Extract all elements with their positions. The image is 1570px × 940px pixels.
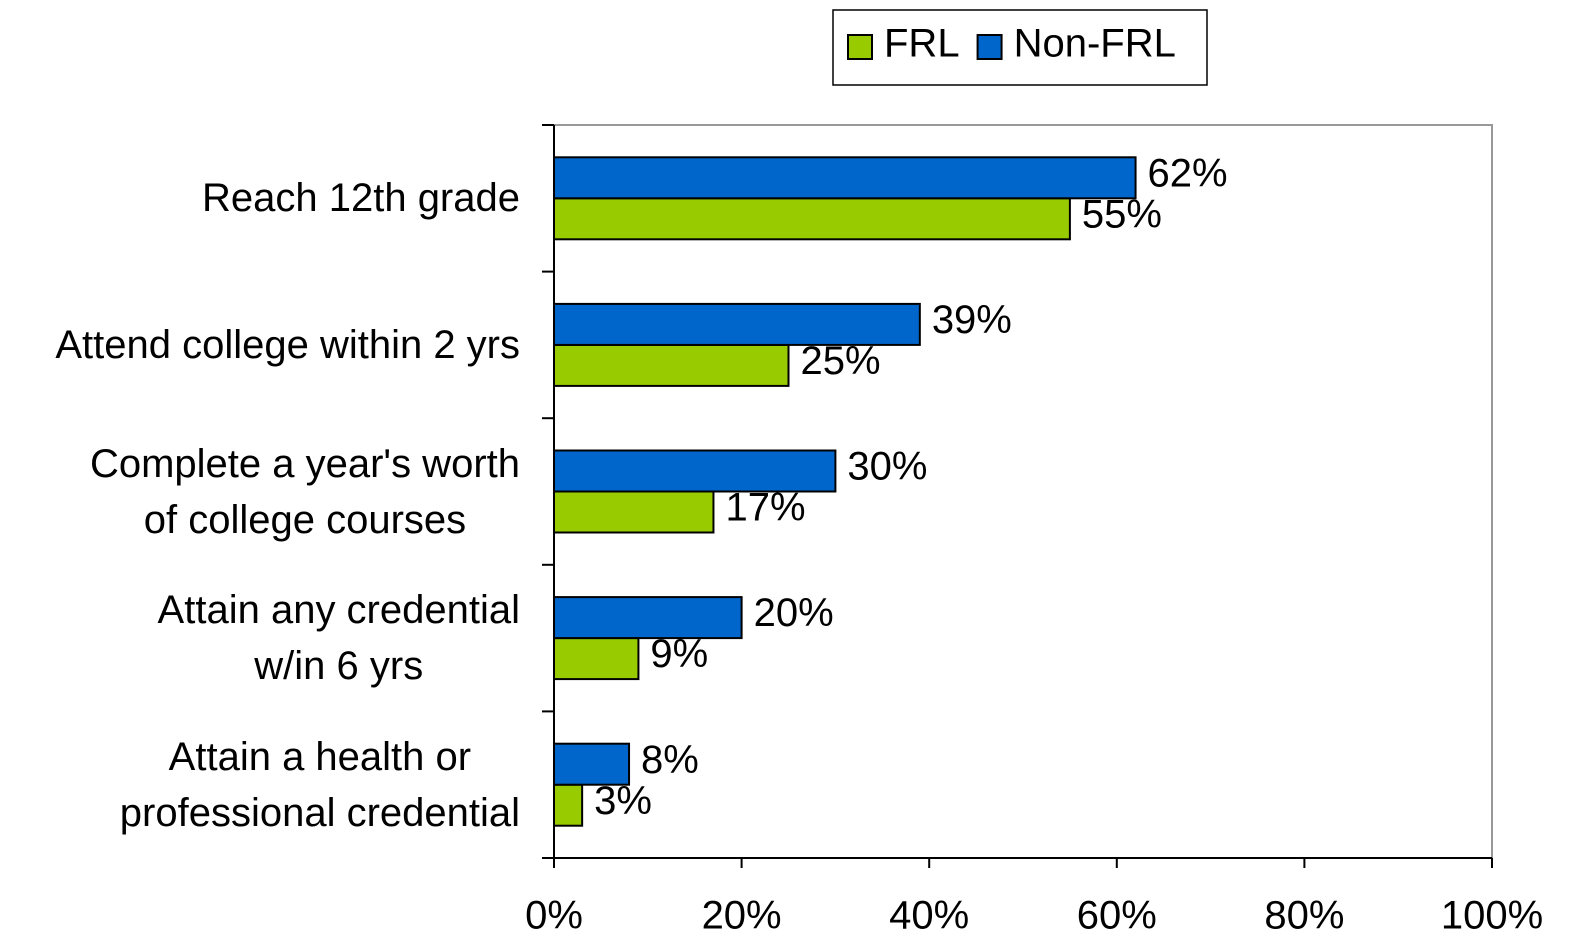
category-line: of college courses bbox=[143, 497, 467, 542]
bar bbox=[553, 302, 921, 346]
x-tick-label: 20% bbox=[702, 894, 782, 938]
bar bbox=[553, 596, 743, 640]
value-label: 9% bbox=[650, 632, 708, 676]
category-line: w/in 6 yrs bbox=[254, 644, 424, 689]
category-label: Complete a year's worth of college course… bbox=[90, 436, 520, 548]
x-tick-label: 100% bbox=[1441, 894, 1543, 938]
bar bbox=[553, 742, 631, 786]
bar bbox=[553, 197, 1071, 241]
value-label: 17% bbox=[725, 486, 805, 530]
bar bbox=[553, 449, 837, 493]
value-label: 25% bbox=[801, 339, 881, 383]
x-tick-label: 80% bbox=[1264, 894, 1344, 938]
category-label: Attain any credential w/in 6 yrs bbox=[158, 582, 520, 694]
category-line: Reach 12th grade bbox=[201, 176, 520, 221]
value-label: 62% bbox=[1148, 151, 1228, 195]
bar bbox=[553, 490, 715, 534]
value-label: 39% bbox=[932, 298, 1012, 342]
category-label: Reach 12th grade bbox=[202, 170, 520, 226]
category-label: Attend college within 2 yrs bbox=[55, 317, 520, 373]
category-line: Attend college within 2 yrs bbox=[55, 322, 520, 367]
value-label: 55% bbox=[1082, 192, 1162, 236]
category-label: Attain a health or professional credentia… bbox=[120, 729, 520, 841]
x-tick-label: 40% bbox=[889, 894, 969, 938]
category-line: Attain a health or bbox=[168, 734, 472, 779]
category-line: Attain any credential bbox=[157, 588, 520, 633]
value-label: 30% bbox=[847, 445, 927, 489]
value-label: 20% bbox=[754, 591, 834, 635]
legend-label: Non-FRL bbox=[1014, 22, 1176, 66]
category-line: Complete a year's worth bbox=[89, 441, 520, 486]
bar bbox=[553, 637, 640, 681]
legend-label: FRL bbox=[884, 22, 960, 66]
x-tick-label: 0% bbox=[525, 894, 583, 938]
bar bbox=[553, 156, 1137, 200]
bar bbox=[553, 343, 790, 387]
category-line: professional credential bbox=[119, 790, 520, 835]
x-tick-label: 60% bbox=[1077, 894, 1157, 938]
legend-swatch bbox=[847, 34, 873, 60]
value-label: 8% bbox=[641, 738, 699, 782]
legend-swatch bbox=[976, 34, 1003, 60]
value-label: 3% bbox=[594, 779, 652, 823]
legend-box bbox=[832, 9, 1208, 86]
bar bbox=[553, 783, 584, 827]
